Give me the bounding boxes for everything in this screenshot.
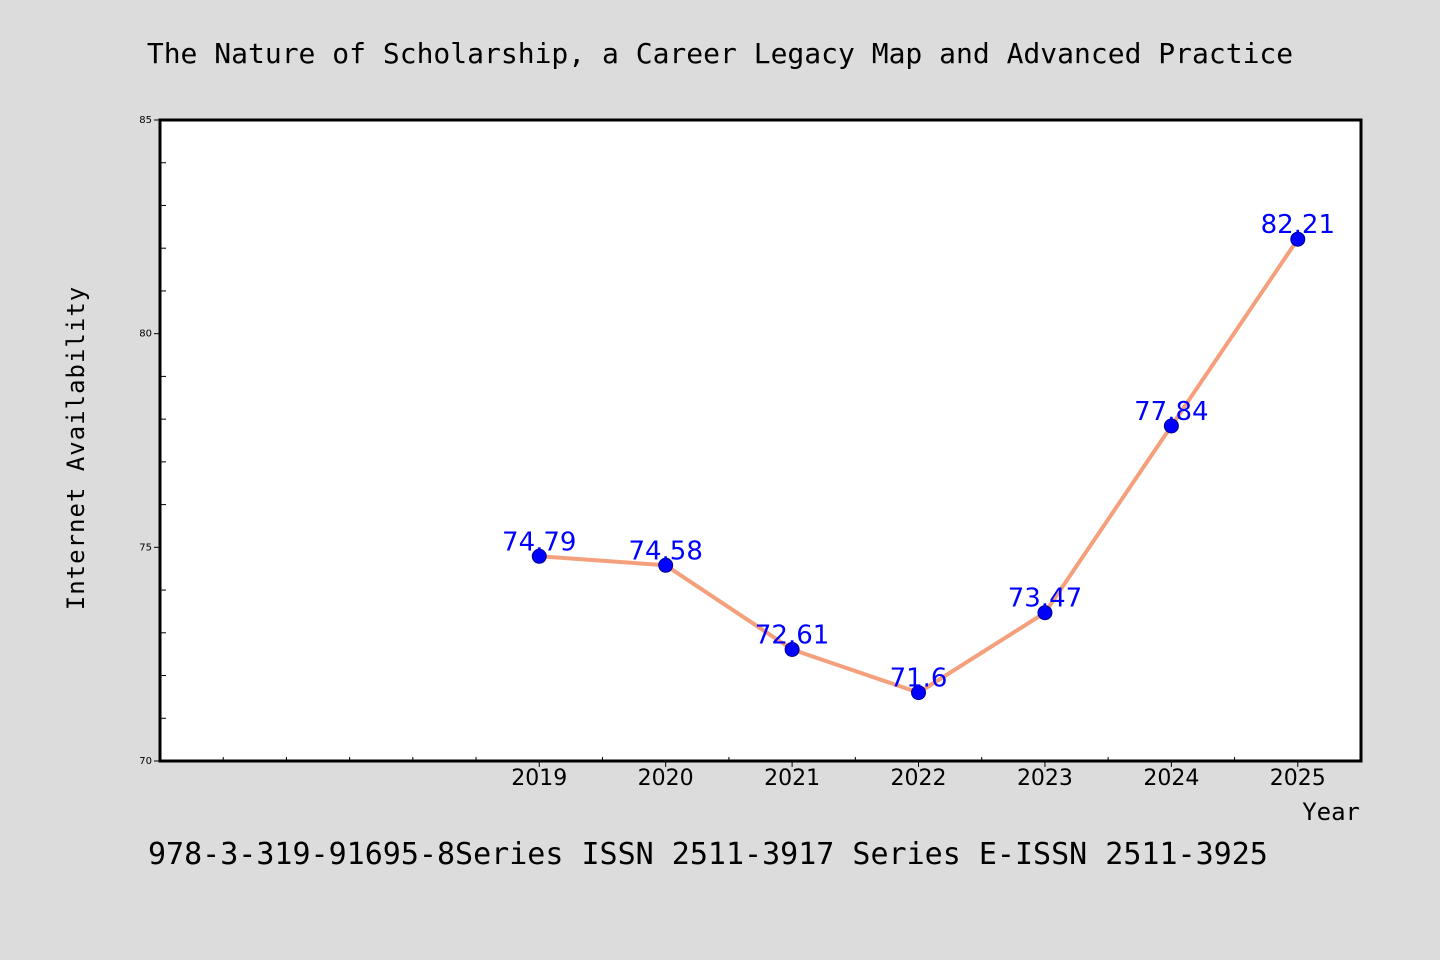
data-label: 73.47 [1008, 584, 1082, 614]
plot-frame [158, 118, 1363, 763]
x-tick-label: 2020 [638, 766, 694, 791]
data-point [531, 548, 547, 564]
x-tick-label: 2022 [891, 766, 947, 791]
data-point [1163, 418, 1179, 434]
data-label: 74.79 [502, 527, 576, 557]
y-axis-label: Internet Availability [62, 286, 90, 610]
data-point [784, 641, 800, 657]
data-label: 71.6 [890, 664, 948, 694]
data-point [1290, 231, 1306, 247]
y-tick-label: 80 [139, 329, 152, 340]
x-axis-ticks: 2019 2020 2021 2022 2023 2024 2025 [159, 757, 1362, 791]
x-tick-label: 2021 [764, 766, 820, 791]
data-point [658, 557, 674, 573]
x-tick-label: 2024 [1143, 766, 1199, 791]
y-tick-label: 70 [139, 756, 152, 767]
x-axis-label: Year [1302, 798, 1360, 826]
plot-area [160, 120, 1361, 761]
data-label: 82.21 [1261, 210, 1335, 240]
chart-title: The Nature of Scholarship, a Career Lega… [147, 37, 1293, 70]
data-label: 74.58 [628, 536, 702, 566]
data-point [911, 685, 927, 701]
y-tick-label: 75 [139, 542, 152, 553]
data-label: 72.61 [755, 620, 829, 650]
x-tick-label: 2023 [1017, 766, 1073, 791]
data-point [1037, 605, 1053, 621]
data-label: 77.84 [1134, 397, 1208, 427]
data-labels: 74.79 74.58 72.61 71.6 73.47 77.84 82.21 [502, 210, 1335, 693]
isbn-footer: 978-3-319-91695-8Series ISSN 2511-3917 S… [148, 837, 1268, 872]
data-points [531, 231, 1306, 701]
x-tick-label: 2019 [511, 766, 567, 791]
x-tick-label: 2025 [1270, 766, 1326, 791]
y-tick-label: 85 [139, 115, 152, 126]
